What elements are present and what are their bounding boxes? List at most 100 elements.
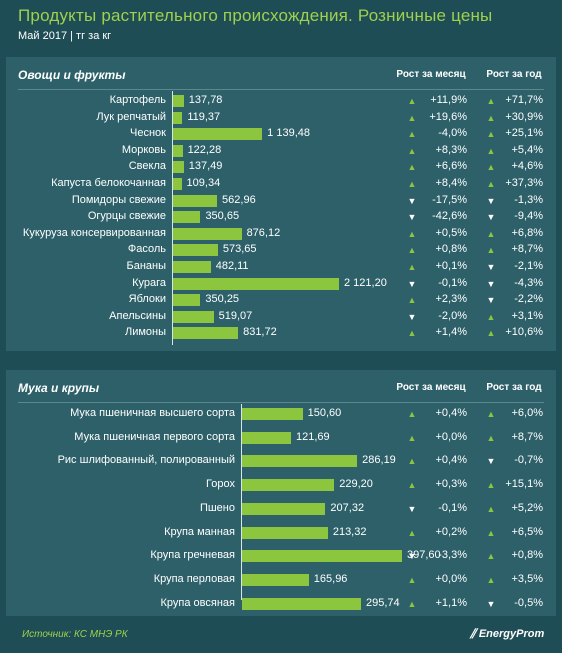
month-change-value: +0,5% [435,226,468,239]
bar [173,244,218,257]
bar-row: Яблоки 350,25 ▲ +2,3% ▼ -2,2% [6,292,556,308]
bar-value-label: 2 121,20 [344,276,387,289]
category-label: Крупа манная [164,525,235,538]
bar [173,211,201,224]
bar [242,502,326,515]
bar [173,327,239,340]
bar [242,526,328,539]
arrow-up-icon: ▲ [407,480,417,491]
year-change-value: -1,3% [514,193,543,206]
bar-row: Помидоры свежие 562,96 ▼ -17,5% ▼ -1,3% [6,193,556,209]
bar-value-label: 229,20 [339,478,373,491]
arrow-up-icon: ▲ [407,574,417,585]
page-subtitle: Май 2017 | тг за кг [18,30,112,42]
bar [173,194,218,207]
panel-flour-cereals: Мука и крупы Рост за месяц Рост за год М… [6,370,556,616]
arrow-up-icon: ▲ [486,480,496,491]
month-change-value: -0,1% [438,501,467,514]
arrow-down-icon: ▼ [407,195,417,206]
arrow-down-icon: ▼ [486,295,496,306]
column-header-year: Рост за год [486,382,542,393]
arrow-up-icon: ▲ [486,245,496,256]
category-label: Свекла [128,160,166,173]
bar-value-label: 350,25 [205,293,240,306]
category-label: Морковь [121,143,166,156]
bar-axis-line [241,404,242,600]
bar-value-label: 397,60 [407,549,441,562]
arrow-up-icon: ▲ [486,179,496,189]
arrow-down-icon: ▼ [407,278,417,289]
category-label: Помидоры свежие [71,193,166,206]
month-change-value: +0,4% [435,407,468,419]
month-change-value: +1,1% [435,596,468,609]
category-label: Курага [132,276,166,289]
column-header-month: Рост за месяц [396,69,466,80]
arrow-up-icon: ▲ [486,112,496,123]
category-label: Кукуруза консервированная [22,226,166,239]
column-header-year: Рост за год [486,69,542,80]
month-change-value: +0,2% [435,525,468,538]
bar-value-label: 286,19 [362,454,396,467]
bar-row: Крупа овсяная 295,74 ▲ +1,1% ▼ -0,5% [6,596,556,612]
arrow-up-icon: ▲ [486,96,496,106]
bar [242,479,335,492]
bar-row: Мука пшеничная высшего сорта 150,60 ▲ +0,4%… [6,406,556,422]
year-change-value: -4,3% [514,276,543,289]
arrow-up-icon: ▲ [407,598,417,609]
year-change-value: +6,5% [511,525,544,538]
section-divider [18,402,544,403]
year-change-value: +71,7% [505,94,543,106]
arrow-up-icon: ▲ [407,328,417,339]
year-change-value: +37,3% [505,177,543,189]
bar-row: Рис шлифованный, полированный 286,19 ▲ +0,4… [6,453,556,469]
bar-value-label: 119,37 [187,110,221,123]
bar-row: Картофель 137,78 ▲ +11,9% ▲ +71,7% [6,93,556,109]
year-change-value: +10,6% [505,326,543,339]
arrow-down-icon: ▼ [407,212,417,223]
bar-value-label: 562,96 [222,193,256,206]
bar [173,227,242,240]
arrow-up-icon: ▲ [486,311,496,322]
arrow-up-icon: ▲ [407,527,417,538]
bar [242,431,291,444]
year-change-value: -9,4% [514,210,543,223]
bar-value-label: 831,72 [243,326,277,339]
bar-row: Чеснок 1 139,48 ▲ -4,0% ▲ +25,1% [6,126,556,142]
arrow-down-icon: ▼ [407,503,417,514]
category-label: Капуста белокочанная [51,177,166,189]
bar [173,261,211,273]
arrow-down-icon: ▼ [486,195,496,206]
month-change-value: -42,6% [432,210,467,223]
year-change-value: -0,7% [514,454,543,467]
bar-row: Курага 2 121,20 ▼ -0,1% ▼ -4,3% [6,276,556,292]
column-header-month: Рост за месяц [396,382,466,393]
arrow-down-icon: ▼ [486,278,496,289]
bar-value-label: 482,11 [215,260,249,272]
bar-row: Фасоль 573,65 ▲ +0,8% ▲ +8,7% [6,242,556,258]
bar [173,310,214,323]
arrow-up-icon: ▲ [407,295,417,306]
month-change-value: +11,9% [430,94,467,106]
logo: ⫽ EnergyProm [470,626,544,642]
bar-row: Капуста белокочанная 109,34 ▲ +8,4% ▲ +37,3% [6,176,556,192]
arrow-up-icon: ▲ [486,432,496,443]
year-change-value: +6,8% [511,226,544,239]
arrow-up-icon: ▲ [486,409,496,419]
month-change-value: -0,1% [438,276,467,289]
category-label: Крупа овсяная [160,596,235,609]
bar [173,95,184,107]
arrow-down-icon: ▼ [486,456,496,467]
month-change-value: +0,4% [435,454,468,467]
category-label: Огурцы свежие [87,210,166,223]
page-title: Продукты растительного происхождения. Ро… [18,6,493,25]
category-label: Лимоны [124,326,166,339]
category-label: Яблоки [128,293,166,306]
year-change-value: +3,1% [511,309,544,322]
month-change-value: +19,6% [429,110,467,123]
arrow-up-icon: ▲ [407,179,417,189]
bar [173,178,182,190]
year-change-value: -2,2% [514,293,543,306]
category-label: Крупа перловая [153,572,235,585]
section-title: Овощи и фрукты [18,68,126,82]
bar-row: Лимоны 831,72 ▲ +1,4% ▲ +10,6% [6,325,556,341]
